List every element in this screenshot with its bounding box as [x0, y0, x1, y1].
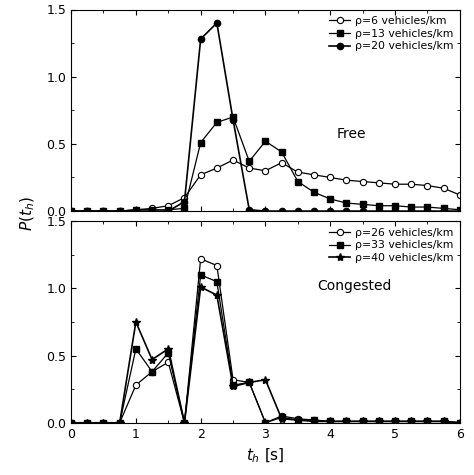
Text: Congested: Congested — [318, 279, 392, 293]
Text: Free: Free — [336, 127, 366, 142]
Text: $P(t_h)$: $P(t_h)$ — [19, 196, 37, 231]
Legend: ρ=6 vehicles/km, ρ=13 vehicles/km, ρ=20 vehicles/km: ρ=6 vehicles/km, ρ=13 vehicles/km, ρ=20 … — [326, 13, 456, 55]
X-axis label: $t_h$ [s]: $t_h$ [s] — [246, 446, 285, 465]
Legend: ρ=26 vehicles/km, ρ=33 vehicles/km, ρ=40 vehicles/km: ρ=26 vehicles/km, ρ=33 vehicles/km, ρ=40… — [326, 224, 456, 266]
